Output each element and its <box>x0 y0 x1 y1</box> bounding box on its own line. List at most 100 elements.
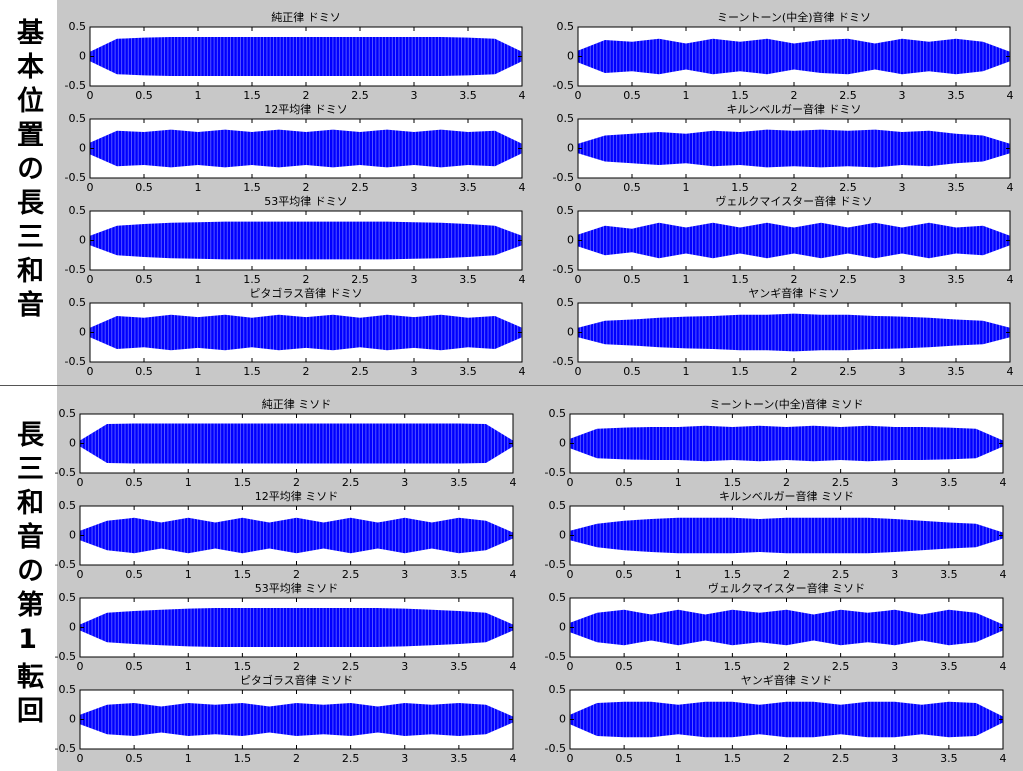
x-tick-label: 0.5 <box>615 660 633 673</box>
x-tick-label: 4 <box>1000 660 1007 673</box>
subplot-title: ピタゴラス音律 ドミソ <box>249 286 362 300</box>
y-tick-label: 0.5 <box>69 204 87 217</box>
x-tick-label: 3 <box>899 89 906 102</box>
x-tick-label: 2.5 <box>351 181 369 194</box>
waveform-lower <box>90 332 522 351</box>
x-tick-label: 0.5 <box>125 752 143 765</box>
plot-data <box>578 313 1010 352</box>
x-tick-label: 0.5 <box>125 476 143 489</box>
subplot-title: ヴェルクマイスター音律 ドミソ <box>715 194 872 208</box>
y-tick-label: -0.5 <box>545 650 566 663</box>
x-tick-label: 1.5 <box>234 568 252 581</box>
plot-data <box>570 609 1003 646</box>
x-tick-label: 3 <box>411 89 418 102</box>
x-tick-label: 3.5 <box>947 273 965 286</box>
y-tick-label: 0 <box>559 621 566 634</box>
x-tick-label: 2.5 <box>342 476 360 489</box>
x-tick-label: 0 <box>575 89 582 102</box>
x-tick-label: 1.5 <box>731 365 749 378</box>
x-tick-label: 0.5 <box>623 89 641 102</box>
y-tick-label: 0 <box>567 234 574 247</box>
x-tick-label: 0 <box>77 568 84 581</box>
waveform-lower <box>570 719 1003 738</box>
y-tick-label: 0.5 <box>59 407 77 420</box>
plot-data <box>578 129 1010 168</box>
x-tick-label: 2.5 <box>351 365 369 378</box>
y-tick-label: -0.5 <box>545 742 566 755</box>
y-tick-label: 0.5 <box>69 112 87 125</box>
y-tick-label: -0.5 <box>553 355 574 368</box>
x-tick-label: 1.5 <box>243 89 261 102</box>
plot-data <box>570 517 1003 554</box>
x-tick-label: 1 <box>683 181 690 194</box>
x-tick-label: 4 <box>519 365 526 378</box>
x-tick-label: 0 <box>567 476 574 489</box>
waveform-lower <box>578 332 1010 352</box>
y-tick-label: 0.5 <box>557 204 575 217</box>
x-tick-label: 1 <box>195 89 202 102</box>
x-tick-label: 0 <box>77 660 84 673</box>
x-tick-label: 2.5 <box>839 273 857 286</box>
x-tick-label: 4 <box>1007 89 1014 102</box>
y-tick-label: 0.5 <box>59 499 77 512</box>
x-tick-label: 2.5 <box>832 476 850 489</box>
x-tick-label: 3 <box>891 660 898 673</box>
x-tick-label: 1 <box>195 273 202 286</box>
y-tick-label: -0.5 <box>65 79 86 92</box>
waveform-lower <box>578 56 1010 75</box>
waveform-lower <box>570 443 1003 462</box>
subplot-title: ピタゴラス音律 ミソド <box>240 673 353 687</box>
x-tick-label: 4 <box>519 181 526 194</box>
y-tick-label: 0 <box>559 529 566 542</box>
x-tick-label: 3 <box>411 273 418 286</box>
x-tick-label: 2 <box>791 365 798 378</box>
waveform-lower <box>578 240 1010 259</box>
x-tick-label: 3 <box>891 476 898 489</box>
y-tick-label: 0.5 <box>59 591 77 604</box>
x-tick-label: 4 <box>519 273 526 286</box>
x-tick-label: 0.5 <box>135 273 153 286</box>
x-tick-label: 0 <box>575 181 582 194</box>
subplot-title: ヴェルクマイスター音律 ミソド <box>708 581 865 595</box>
x-tick-label: 0.5 <box>615 752 633 765</box>
x-tick-label: 3.5 <box>459 365 477 378</box>
subplot-title: 純正律 ドミソ <box>271 11 341 24</box>
plot-data <box>80 608 513 647</box>
waveform-upper <box>80 608 513 628</box>
subplot-title: ヤンギ音律 ドミソ <box>748 286 840 300</box>
x-tick-label: 4 <box>1000 476 1007 489</box>
x-tick-label: 1.5 <box>234 752 252 765</box>
y-tick-label: 0.5 <box>549 591 567 604</box>
plot-data <box>578 38 1010 75</box>
x-tick-label: 2 <box>293 476 300 489</box>
x-tick-label: 0 <box>87 273 94 286</box>
y-tick-label: -0.5 <box>545 466 566 479</box>
waveform-upper <box>570 425 1003 444</box>
waveform-upper <box>578 313 1010 333</box>
x-tick-label: 2.5 <box>839 365 857 378</box>
x-tick-label: 1.5 <box>243 181 261 194</box>
x-tick-label: 2 <box>303 181 310 194</box>
x-tick-label: 1.5 <box>234 476 252 489</box>
x-tick-label: 1.5 <box>731 181 749 194</box>
y-tick-label: 0 <box>69 529 76 542</box>
waveform-lower <box>570 535 1003 554</box>
x-tick-label: 3.5 <box>450 660 468 673</box>
x-tick-label: 1 <box>195 365 202 378</box>
x-tick-label: 3 <box>891 752 898 765</box>
y-tick-label: 0.5 <box>557 296 575 309</box>
x-tick-label: 4 <box>1007 181 1014 194</box>
plot-data <box>90 37 522 76</box>
x-tick-label: 1 <box>185 568 192 581</box>
x-tick-label: 2 <box>783 476 790 489</box>
plot-data <box>578 222 1010 259</box>
subplot-title: 53平均律 ドミソ <box>264 195 348 208</box>
y-tick-label: 0 <box>69 621 76 634</box>
y-tick-label: -0.5 <box>55 742 76 755</box>
